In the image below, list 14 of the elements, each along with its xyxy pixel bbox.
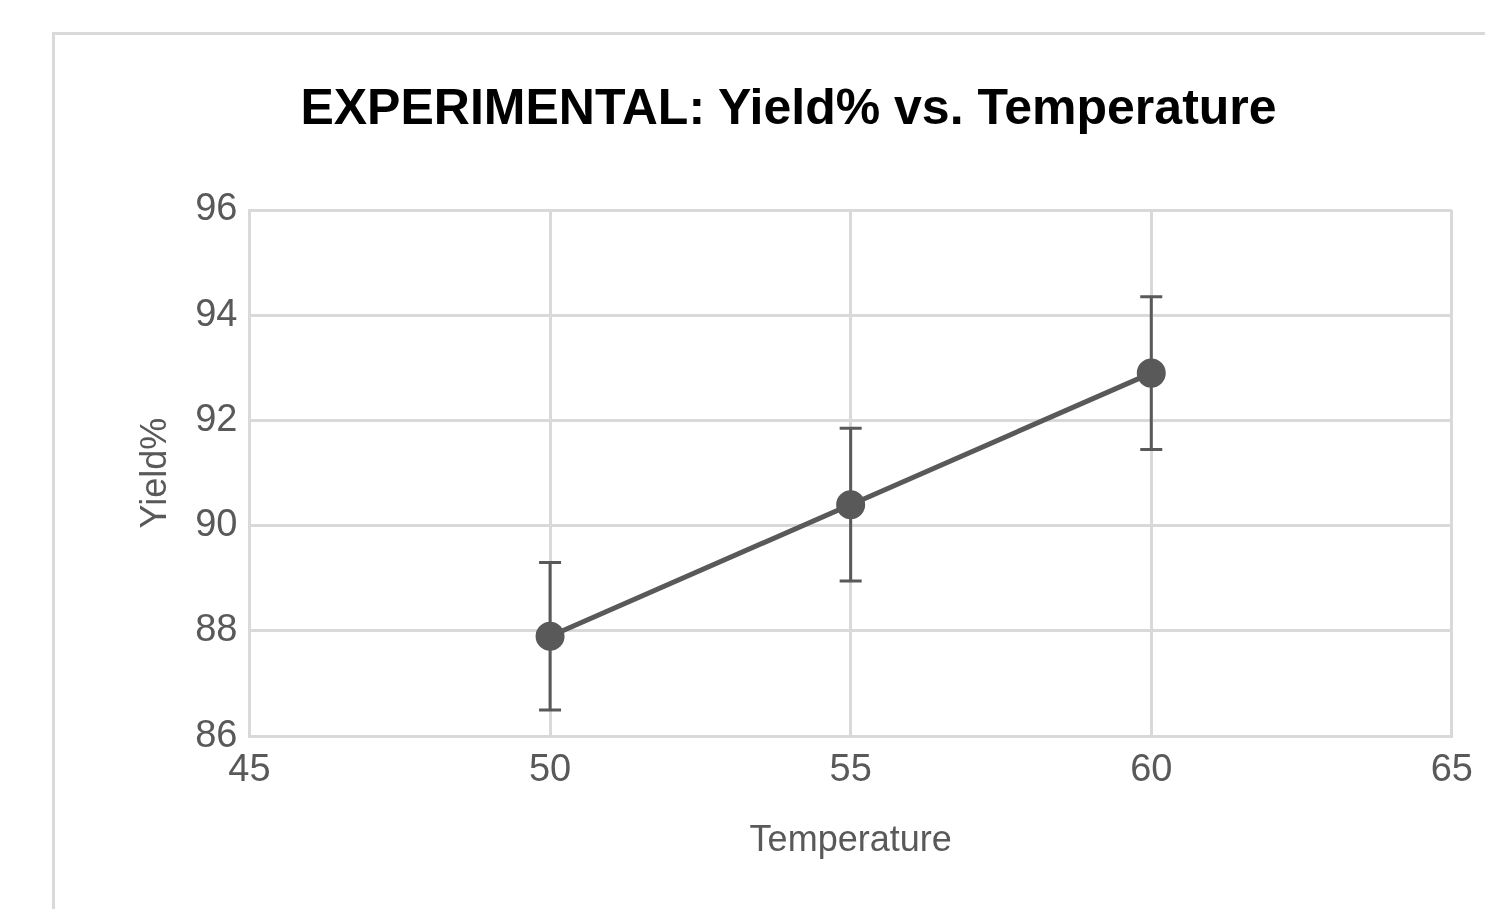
y-tick-label: 90 <box>195 502 238 545</box>
x-tick-label: 65 <box>1430 747 1474 790</box>
chart-title: EXPERIMENTAL: Yield% vs. Temperature <box>300 78 1277 135</box>
x-tick-label: 60 <box>1130 747 1173 790</box>
x-tick-label: 50 <box>528 747 572 790</box>
y-tick-label: 88 <box>195 607 238 650</box>
x-tick-label: 55 <box>829 747 872 790</box>
point <box>1136 358 1166 388</box>
point <box>836 490 866 520</box>
y-tick-label: 92 <box>195 396 238 439</box>
x-axis-title: Temperature <box>749 818 952 860</box>
y-axis-title: Yield% <box>132 417 174 529</box>
y-tick-label: 96 <box>195 186 238 229</box>
y-tick-label: 94 <box>195 291 238 334</box>
